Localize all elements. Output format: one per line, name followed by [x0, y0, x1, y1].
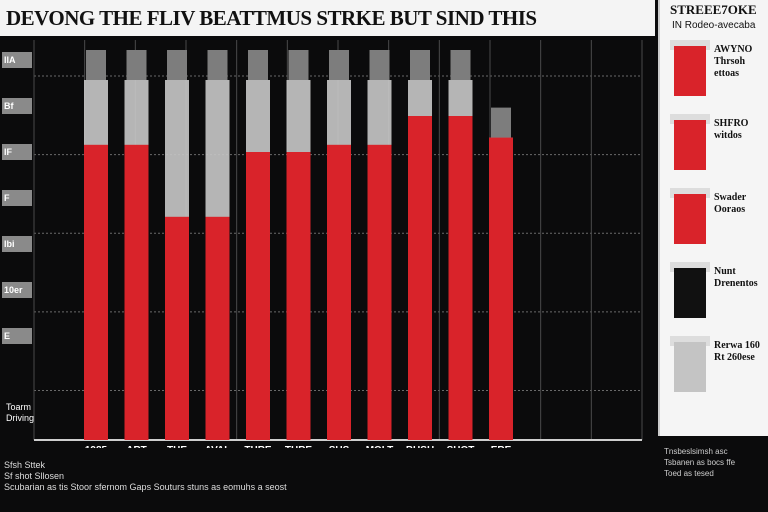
x-tick-label: ART [126, 445, 147, 448]
bar-cap [86, 50, 106, 80]
red-bar [165, 216, 189, 440]
legend-item: SHFRO witdos [670, 114, 766, 174]
chart-title: DEVONG THE FLIV BEATTMUS STRKE BUT SIND … [0, 0, 655, 36]
bar-cap [450, 50, 471, 80]
x-tick-label: ERE [491, 445, 512, 448]
red-bar [286, 152, 311, 440]
bar-cap [248, 50, 268, 80]
legend-subtitle: IN Rodeo-avecaba [672, 20, 756, 31]
legend-tab [670, 188, 710, 198]
red-bar [327, 144, 351, 441]
bar-cap [288, 50, 309, 80]
side-label: Ibi [2, 236, 32, 252]
legend-tab [670, 114, 710, 124]
footer-right-line: Toed as tesed [664, 469, 714, 478]
x-tick-label: MOLT [366, 445, 394, 448]
legend-swatch [674, 120, 706, 170]
bar-cap [491, 107, 511, 138]
legend-label: SHFRO witdos [714, 118, 749, 141]
bar-cap [207, 50, 228, 80]
red-bar [489, 137, 513, 440]
legend-swatch [674, 46, 706, 96]
side-label: Bf [2, 98, 32, 114]
legend-label: Rerwa 160 Rt 260ese [714, 340, 760, 363]
legend-label: AWYNO Thrsoh ettoas [714, 44, 753, 79]
side-label: IF [2, 144, 32, 160]
side-label: 10er [2, 282, 32, 298]
chart-area: 1985 ART THE AVAL THRE THRE SUS MOLT BUSH SHOT ERE… [6, 40, 643, 448]
bar-cap [329, 50, 349, 80]
x-tick-label: THRE [285, 445, 313, 448]
legend-label: Swader Ooraos [714, 192, 747, 215]
side-labels: IIA Bf IF F Ibi 10er E [0, 40, 32, 376]
x-tick-label: AVAL [205, 445, 231, 448]
footer-line: Scubarian as tis Stoor sfernom Gaps Sout… [4, 482, 287, 492]
legend-item: AWYNO Thrsoh ettoas [670, 40, 766, 100]
footer-line: Sfsh Sttek [4, 460, 46, 470]
side-label: F [2, 190, 32, 206]
legend-item: Rerwa 160 Rt 260ese [670, 336, 766, 396]
annotation-label: Toarm [6, 402, 31, 412]
x-tick-label: THRE [244, 445, 272, 448]
annotation-label: Driving [6, 413, 34, 423]
bar-cap [167, 50, 187, 80]
legend-tab [670, 40, 710, 50]
red-bar [448, 116, 473, 440]
x-tick-label: THE [167, 445, 187, 448]
legend: STREEE7OKE IN Rodeo-avecaba AWYNO Thrsoh… [658, 0, 768, 436]
footer-right-notes: Tnsbeslsimsh asc Tsbanen as bocs ffe Toe… [664, 446, 768, 512]
x-tick-label: 1985 [85, 445, 108, 448]
legend-item: Nunt Drenentos [670, 262, 766, 322]
footer-line: Sf shot Sllosen [4, 471, 65, 481]
footer-notes: Sfsh Sttek Sf shot Sllosen Scubarian as … [0, 460, 660, 512]
side-label: E [2, 328, 32, 344]
bar-cap [369, 50, 390, 80]
bar-cap [410, 50, 430, 80]
legend-swatch [674, 268, 706, 318]
red-bar [246, 152, 270, 440]
legend-label: Nunt Drenentos [714, 266, 758, 289]
red-bar [367, 144, 392, 441]
legend-tab [670, 262, 710, 272]
legend-title: STREEE7OKE [670, 2, 757, 17]
legend-item: Swader Ooraos [670, 188, 766, 248]
footer-right-line: Tsbanen as bocs ffe [664, 458, 736, 467]
red-bar [84, 144, 108, 441]
red-bar [408, 116, 432, 440]
footer-right-line: Tnsbeslsimsh asc [664, 447, 728, 456]
red-bar [124, 144, 149, 441]
legend-swatch [674, 342, 706, 392]
legend-swatch [674, 194, 706, 244]
red-bar [205, 216, 230, 440]
bar-cap [126, 50, 147, 80]
side-label: IIA [2, 52, 32, 68]
x-tick-label: SUS [329, 445, 350, 448]
x-tick-label: SHOT [447, 445, 475, 448]
x-tick-label: BUSH [406, 445, 434, 448]
legend-tab [670, 336, 710, 346]
